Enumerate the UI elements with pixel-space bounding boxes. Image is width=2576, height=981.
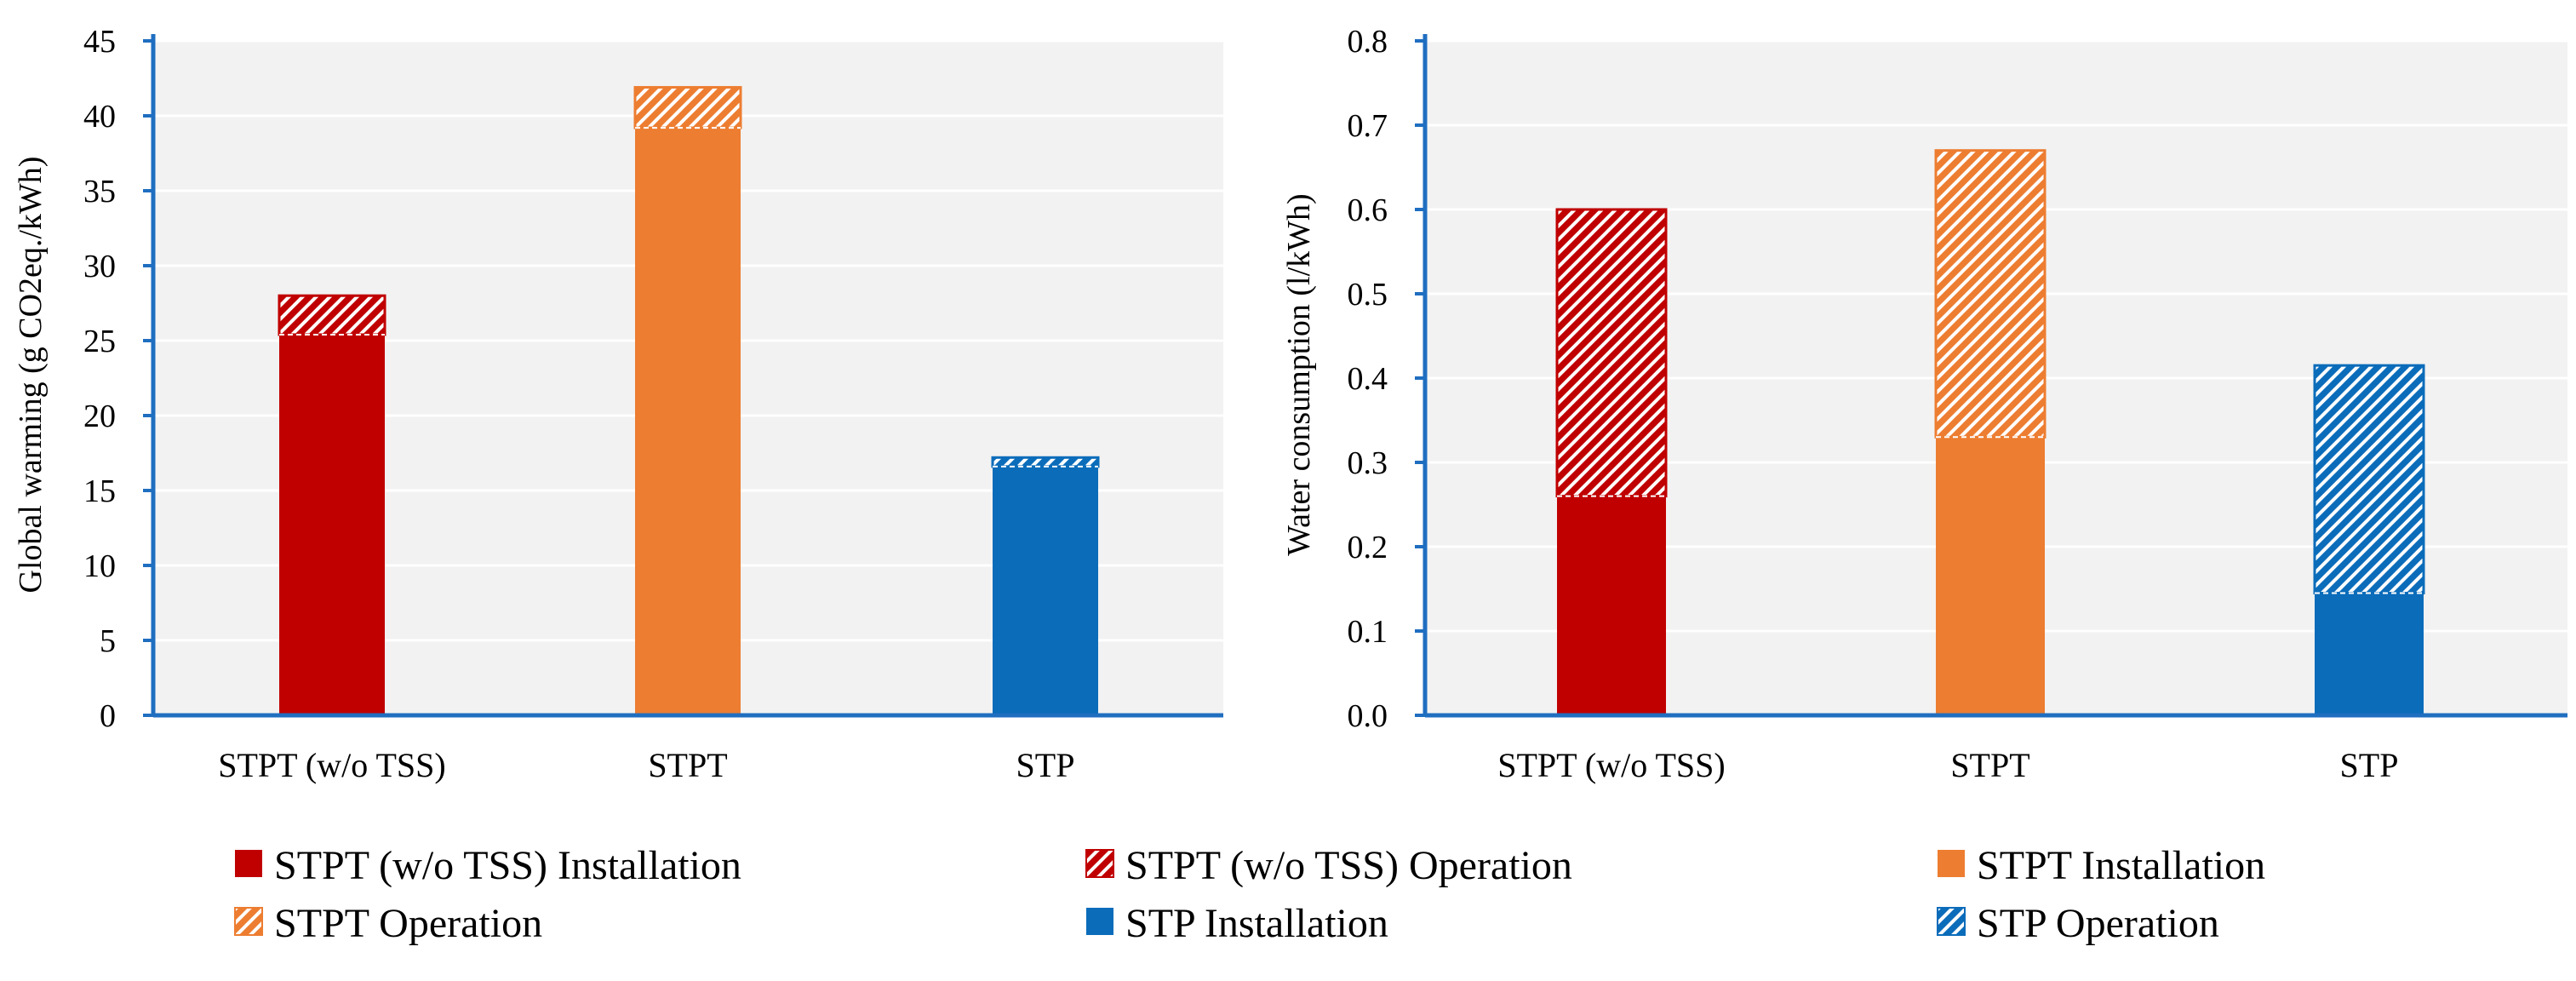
wc-bar-stpt_wo_tss-installation [1557, 496, 1666, 715]
wc-x-tick-label: STPT [1950, 746, 2029, 784]
legend-swatch [234, 907, 263, 936]
wc-y-tick-label: 0.5 [1348, 277, 1388, 313]
gw-y-tick-label: 10 [83, 548, 116, 584]
legend-label: STP Operation [1977, 901, 2219, 946]
legend-swatch [1937, 907, 1966, 936]
legend-label: STP Installation [1125, 901, 1388, 946]
gw-y-tick-label: 20 [83, 399, 116, 434]
wc-y-tick-label: 0.3 [1348, 445, 1388, 481]
gw-y-tick-label: 35 [83, 174, 116, 209]
legend-swatch [1085, 849, 1114, 878]
global-warming-chart: 0 5 10 15 20 25 30 35 40 45 STPT (w/o TSS) STPT STP G… [13, 24, 1223, 784]
gw-y-tick-label: 15 [83, 473, 116, 509]
wc-bar-stp-operation [2313, 364, 2425, 594]
gw-x-tick-label: STP [1016, 746, 1075, 784]
gw-y-tick-label: 30 [83, 249, 116, 284]
legend-swatch [1086, 908, 1113, 935]
wc-y-tick-label: 0.0 [1348, 698, 1388, 734]
legend-swatch [1938, 850, 1965, 877]
wc-y-tick-label: 0.7 [1348, 108, 1388, 144]
gw-bar-stpt-operation [633, 86, 742, 129]
wc-bar-stp-installation [2315, 593, 2424, 715]
legend-label: STPT (w/o TSS) Installation [274, 843, 741, 888]
wc-y-tick-label: 0.2 [1348, 530, 1388, 565]
wc-y-tick-label: 0.1 [1348, 614, 1388, 650]
wc-bar-stpt-installation [1936, 437, 2045, 715]
gw-y-axis-label: Global warming (g CO2eq./kWh) [13, 157, 49, 594]
gw-x-tick-label: STPT [648, 746, 727, 784]
legend: STPT (w/o TSS) Installation STPT (w/o TSS… [234, 843, 2265, 946]
wc-bar-stpt_wo_tss-operation [1555, 208, 1668, 498]
water-consumption-chart: 0.0 0.1 0.2 0.3 0.4 0.5 0.6 0.7 0.8 STPT (w/o TSS… [1281, 24, 2567, 784]
gw-y-tick-label: 40 [83, 99, 116, 135]
legend-label: STPT (w/o TSS) Operation [1125, 843, 1572, 888]
gw-x-tick-label: STPT (w/o TSS) [218, 746, 445, 784]
gw-bar-stpt_wo_tss-operation [278, 294, 386, 336]
gw-y-tick-label: 0 [100, 698, 116, 734]
wc-y-tick-label: 0.4 [1348, 361, 1388, 397]
gw-y-tick-label: 45 [83, 24, 116, 60]
legend-label: STPT Installation [1977, 843, 2265, 888]
gw-y-tick-label: 25 [83, 324, 116, 359]
wc-y-axis-label: Water consumption (l/kWh) [1281, 193, 1317, 555]
gw-bar-stpt_wo_tss-installation [279, 334, 385, 715]
wc-x-tick-label: STP [2340, 746, 2399, 784]
legend-label: STPT Operation [274, 901, 542, 946]
wc-y-tick-label: 0.6 [1348, 192, 1388, 228]
gw-y-tick-label: 5 [100, 623, 116, 659]
gw-bar-stp-operation [991, 456, 1100, 468]
gw-bar-stp-installation [993, 466, 1098, 715]
gw-bar-stpt-installation [635, 128, 741, 715]
wc-x-tick-label: STPT (w/o TSS) [1497, 746, 1725, 784]
wc-bar-stpt-operation [1934, 149, 2046, 439]
legend-swatch [235, 850, 262, 877]
wc-y-tick-label: 0.8 [1348, 24, 1388, 60]
